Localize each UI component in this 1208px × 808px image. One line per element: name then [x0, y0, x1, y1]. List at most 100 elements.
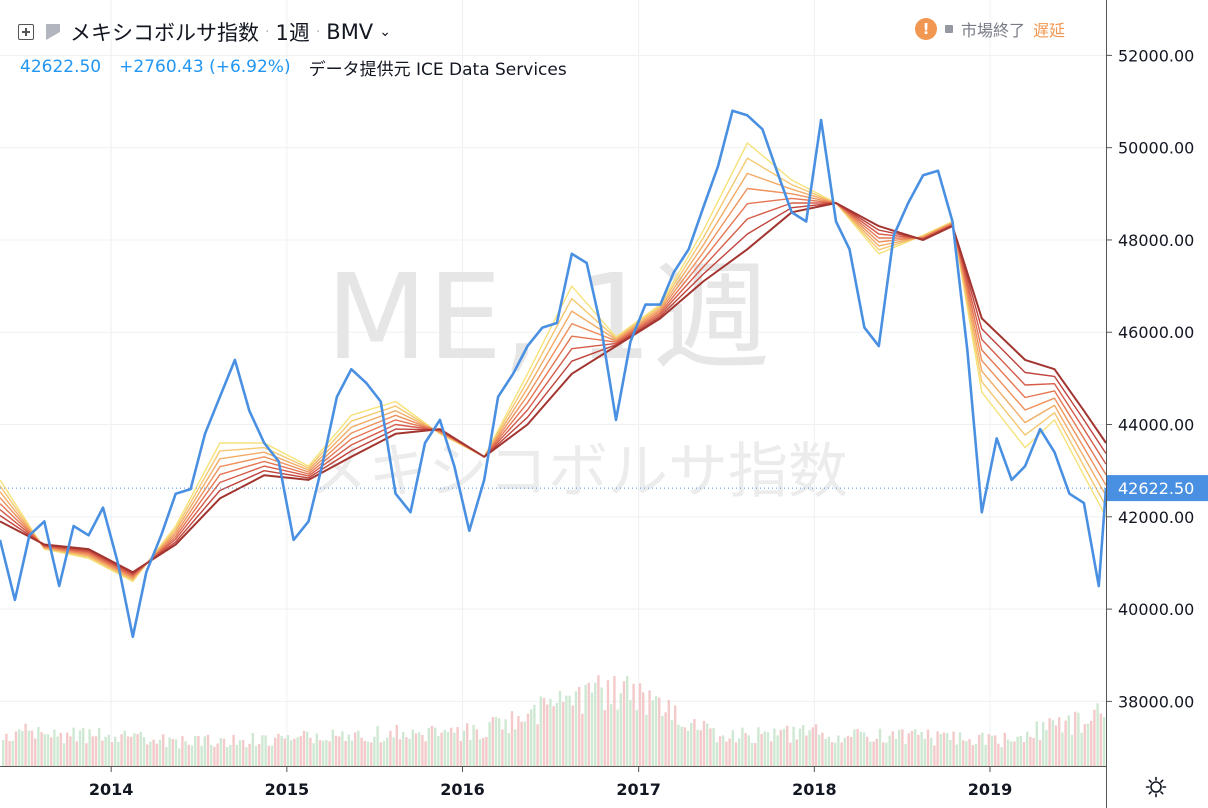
volume-bar: [709, 728, 712, 766]
volume-bar: [917, 734, 920, 766]
volume-bar: [734, 742, 738, 766]
volume-bar: [862, 732, 866, 766]
symbol-title[interactable]: メキシコボルサ指数: [70, 21, 259, 45]
delay-label[interactable]: 遅延: [1033, 21, 1066, 40]
volume-bar: [824, 738, 827, 766]
volume-bar: [696, 729, 699, 766]
volume-bar: [987, 734, 990, 766]
volume-bar: [1064, 720, 1067, 766]
volume-bar: [1003, 732, 1006, 766]
volume-bar: [18, 729, 21, 766]
volume-bar: [187, 744, 190, 766]
volume-bar: [302, 730, 306, 766]
volume-bar: [482, 737, 485, 766]
moving-average-line: [0, 157, 1107, 581]
volume-bar: [251, 732, 254, 766]
volume-bar: [350, 740, 354, 766]
volume-bar: [843, 737, 846, 766]
volume-bar: [926, 729, 930, 766]
moving-average-line: [0, 202, 1107, 576]
volume-bar: [168, 737, 171, 766]
volume-bar: [718, 736, 722, 766]
y-tick-label: 42000.00: [1118, 508, 1194, 527]
volume-bar: [130, 736, 133, 766]
interval-label[interactable]: 1週: [275, 21, 310, 45]
volume-bar: [430, 725, 434, 766]
volume-bar: [315, 733, 318, 766]
volume-bar: [110, 742, 114, 766]
price-change-value: +2760.43 (+6.92%): [119, 57, 291, 77]
exchange-label[interactable]: BMV: [326, 20, 374, 44]
volume-bar: [267, 745, 270, 766]
price-line: [0, 109, 1108, 639]
volume-bar: [837, 735, 840, 766]
volume-bar: [651, 700, 654, 766]
volume-bar: [952, 731, 955, 766]
chevron-down-icon[interactable]: ⌄: [379, 24, 391, 40]
volume-bar: [850, 736, 853, 766]
volume-bar: [568, 695, 571, 766]
volume-bar: [222, 738, 226, 766]
volume-bar: [555, 703, 558, 766]
volume-bar: [821, 732, 824, 766]
volume-bar: [984, 744, 987, 766]
volume-bar: [347, 734, 350, 766]
volume-bar: [1067, 715, 1070, 766]
moving-average-line: [0, 187, 1107, 579]
market-status-label: 市場終了: [961, 21, 1026, 40]
volume-bar: [546, 704, 549, 766]
volume-bar: [565, 695, 568, 766]
volume-bar: [469, 740, 472, 766]
volume-bar: [158, 739, 162, 766]
volume-bar: [629, 700, 632, 766]
volume-bar: [411, 729, 414, 766]
volume-bar: [475, 729, 478, 766]
volume-bar: [859, 731, 862, 766]
chart-legend-header: メキシコボルサ指数 · 1週 · BMV ⌄: [18, 16, 391, 48]
gear-icon[interactable]: [1145, 776, 1167, 798]
market-status: ! 市場終了 遅延: [915, 16, 1065, 42]
volume-bar: [293, 738, 296, 766]
volume-bar: [923, 738, 926, 766]
volume-bar: [306, 731, 309, 766]
volume-bar: [974, 743, 978, 766]
volume-bar: [654, 696, 658, 766]
volume-bar: [40, 732, 43, 766]
volume-bar: [328, 741, 331, 766]
volume-bar: [146, 744, 149, 766]
volume-bar: [421, 734, 424, 766]
volume-bar: [286, 735, 290, 766]
volume-bar: [1074, 711, 1077, 766]
plus-icon[interactable]: [18, 24, 34, 40]
volume-bar: [891, 731, 894, 766]
flag-icon[interactable]: [46, 24, 60, 40]
volume-bar: [206, 734, 210, 766]
volume-bar: [309, 737, 312, 766]
alert-icon[interactable]: !: [915, 18, 937, 40]
volume-bar: [190, 745, 194, 766]
volume-bar: [882, 742, 885, 766]
volume-bar: [1019, 735, 1022, 766]
volume-bar: [34, 738, 37, 766]
volume-bar: [88, 729, 91, 766]
volume-bar: [344, 741, 347, 766]
volume-bar: [101, 740, 104, 766]
volume-bar: [606, 680, 610, 766]
volume-bar: [466, 723, 469, 766]
volume-bar: [184, 741, 187, 766]
volume-bar: [648, 690, 651, 766]
x-tick-label: 2016: [440, 780, 485, 799]
volume-bar: [245, 747, 248, 766]
volume-bar: [299, 736, 302, 766]
volume-bar: [587, 682, 590, 766]
volume-bar: [523, 721, 526, 766]
volume-bar: [1000, 747, 1003, 766]
volume-bar: [232, 734, 235, 766]
volume-bar: [757, 727, 760, 766]
x-tick-label: 2019: [968, 780, 1013, 799]
volume-bar: [446, 731, 450, 766]
volume-bar: [1026, 731, 1029, 766]
moving-average-line: [0, 142, 1107, 583]
volume-bar: [485, 736, 488, 766]
